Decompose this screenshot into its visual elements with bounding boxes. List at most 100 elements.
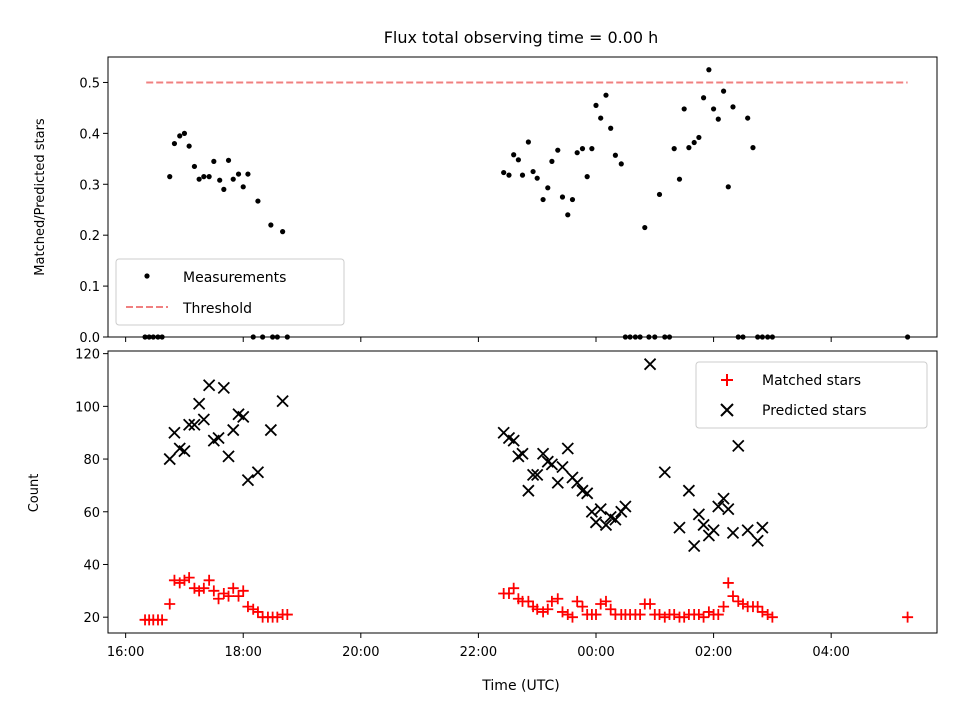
predicted-star-marker (507, 434, 520, 447)
predicted-star-marker (551, 476, 564, 489)
measurement-point (191, 163, 198, 170)
legend-measurements-marker (144, 273, 150, 279)
predicted-star-marker (717, 492, 730, 505)
predicted-star-marker (561, 442, 574, 455)
measurement-point (555, 147, 561, 153)
matched-star-marker (183, 572, 195, 584)
matched-star-marker (531, 603, 543, 615)
predicted-star-marker (516, 447, 529, 460)
matched-star-marker (605, 603, 617, 615)
measurement-point (221, 186, 227, 192)
bottom-axis-ticks: 20 40 60 80 100 120 16:00 18:00 20:00 22:00 00:00 0… (75, 348, 850, 660)
matched-star-marker (178, 574, 190, 586)
x-tick-label: 04:00 (812, 645, 849, 660)
matched-star-marker (712, 609, 724, 621)
predicted-star-marker (217, 381, 230, 395)
legend-predicted-marker (720, 403, 734, 417)
measurement-point (700, 95, 707, 101)
predicted-star-marker (241, 474, 255, 487)
predicted-star-marker (741, 524, 754, 537)
measurement-point (225, 157, 232, 163)
predicted-star-marker (237, 410, 250, 424)
measurement-point (167, 174, 173, 180)
matched-star-marker (902, 611, 914, 623)
bottom-ytick-label: 20 (83, 611, 100, 626)
matched-star-marker (634, 609, 646, 621)
matched-star-marker (193, 585, 205, 597)
matched-star-marker (188, 582, 200, 594)
predicted-star-marker (192, 397, 206, 410)
measurement-point (579, 146, 586, 152)
predicted-star-marker (707, 524, 720, 537)
matched-star-marker (722, 577, 734, 589)
predicted-star-marker (197, 413, 210, 426)
measurement-point (745, 115, 751, 121)
measurement-point (540, 196, 546, 203)
measurement-point (196, 176, 202, 182)
measurement-point (593, 102, 599, 108)
matched-star-marker (668, 609, 680, 621)
measurement-point (211, 158, 217, 164)
matched-star-marker (227, 582, 239, 594)
predicted-star-marker (163, 452, 176, 466)
matched-star-marker (552, 593, 564, 605)
bottom-ytick-label: 60 (83, 506, 100, 521)
predicted-star-marker (692, 508, 706, 521)
measurement-point (565, 212, 571, 218)
predicted-star-marker (594, 502, 607, 516)
matched-star-marker (752, 601, 764, 613)
measurement-point (235, 171, 242, 177)
measurement-point (506, 172, 512, 178)
predicted-star-marker (531, 468, 544, 482)
measurement-point (268, 222, 274, 228)
predicted-star-marker (756, 521, 769, 534)
measurement-point (245, 171, 251, 177)
measurement-point (181, 130, 188, 136)
measurement-point (511, 152, 517, 158)
measurement-point (603, 92, 609, 98)
measurement-point (686, 145, 692, 151)
measurement-point (730, 104, 736, 110)
x-tick-label: 18:00 (224, 645, 261, 660)
matched-star-marker (727, 590, 739, 602)
measurement-point (534, 175, 540, 181)
predicted-star-marker (178, 445, 191, 458)
matched-star-marker (595, 598, 607, 610)
predicted-star-marker (536, 447, 550, 460)
measurement-point (501, 169, 507, 176)
measurement-point (569, 196, 576, 203)
measurement-point (618, 161, 624, 167)
measurement-point (676, 176, 683, 182)
bottom-plot-frame (107, 350, 938, 634)
matched-star-marker (508, 582, 520, 594)
top-ytick-label: 0.0 (79, 331, 100, 346)
matched-star-marker (174, 577, 186, 589)
measurement-point (720, 88, 727, 94)
predicted-star-marker (609, 513, 622, 526)
predicted-star-marker (276, 394, 289, 408)
measurement-point (671, 146, 677, 152)
matched-star-marker (281, 609, 293, 621)
measurement-point (710, 106, 717, 112)
matched-star-marker (223, 590, 235, 602)
matched-star-marker (203, 574, 215, 586)
matched-star-marker (566, 611, 578, 623)
predicted-star-marker (585, 505, 599, 518)
legend-threshold-label: Threshold (182, 301, 252, 317)
bottom-panel: Count 20 40 60 80 100 120 16:00 18:00 20:00 22:00… (27, 348, 938, 694)
measurement-point (656, 191, 663, 198)
measurement-point (545, 185, 551, 191)
x-tick-label: 02:00 (695, 645, 732, 660)
predicted-star-marker (222, 450, 235, 463)
bottom-ytick-label: 80 (83, 453, 100, 468)
measurement-point (240, 184, 246, 190)
predicted-star-marker (599, 518, 613, 532)
measurement-point (725, 184, 731, 190)
legend-measurements-label: Measurements (183, 270, 286, 286)
matched-star-marker (522, 595, 534, 607)
predicted-star-marker (182, 418, 196, 431)
matched-star-marker (653, 609, 665, 621)
predicted-star-marker (251, 466, 265, 479)
chart-title: Flux total observing time = 0.00 h (384, 28, 659, 47)
predicted-star-marker (682, 484, 696, 497)
